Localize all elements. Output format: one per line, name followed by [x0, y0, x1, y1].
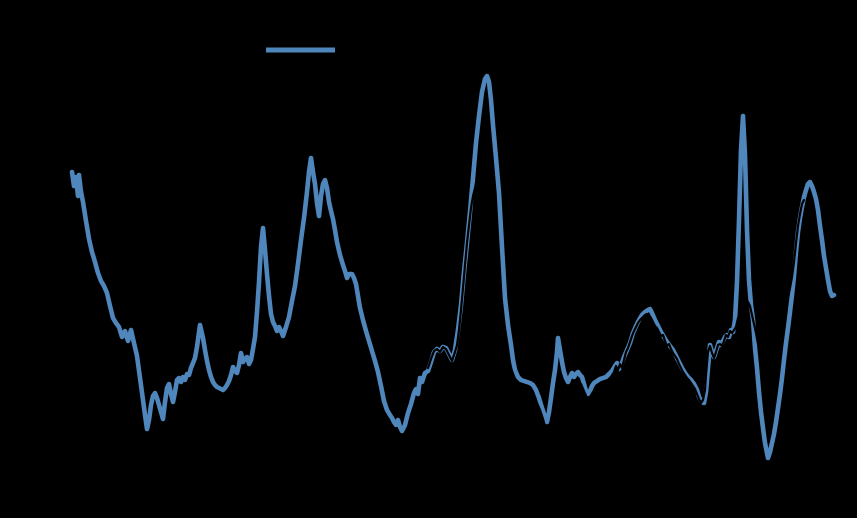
thin-black-line: [426, 138, 806, 438]
thick-blue-line: [69, 73, 837, 461]
series-lines: [69, 73, 837, 461]
